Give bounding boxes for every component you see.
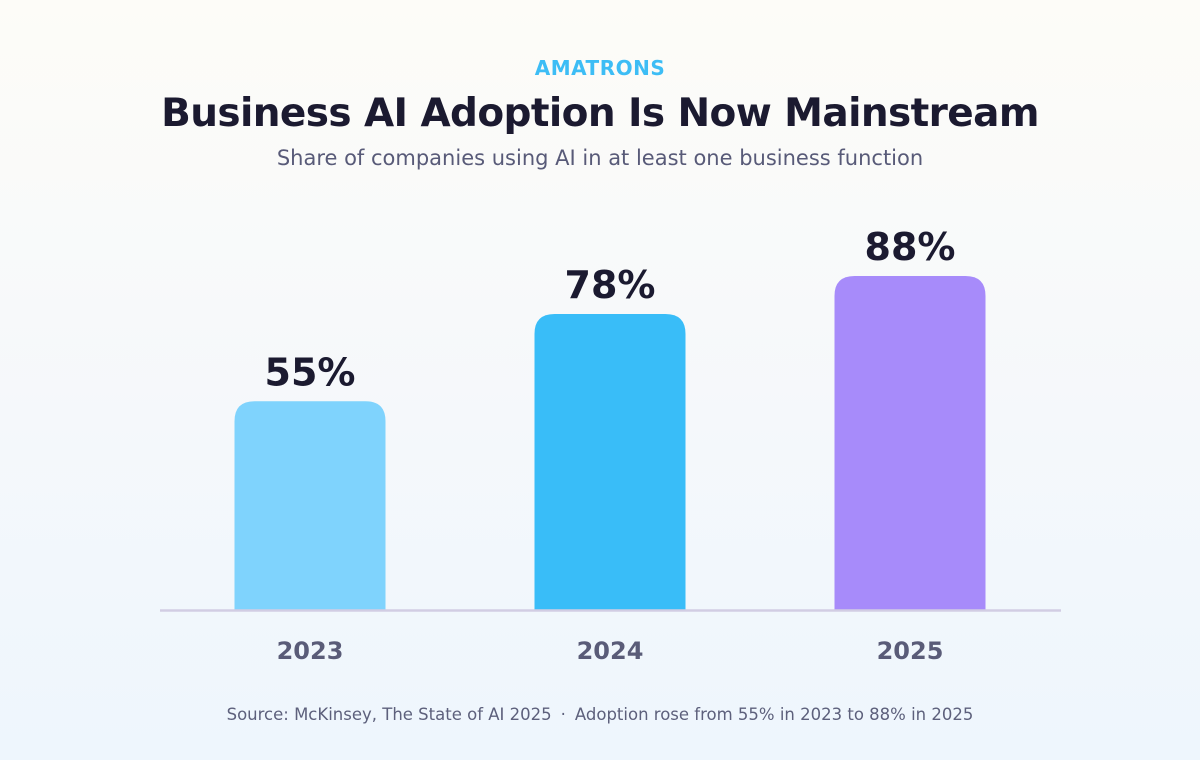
source-text: Source: McKinsey, The State of AI 2025 [226, 705, 552, 724]
x-tick-label-2023: 2023 [277, 637, 344, 665]
x-tick-label-2024: 2024 [577, 637, 644, 665]
footer-note: Adoption rose from 55% in 2023 to 88% in… [574, 705, 974, 724]
value-label-2023: 55% [265, 350, 356, 394]
chart-title: Business AI Adoption Is Now Mainstream [161, 91, 1039, 136]
bar-2024 [534, 313, 686, 610]
bar-2023 [234, 401, 386, 610]
value-label-2025: 88% [865, 225, 956, 269]
brand-label: AMATRONS [534, 56, 666, 80]
value-label-2024: 78% [565, 263, 656, 307]
source-footer: Source: McKinsey, The State of AI 2025 · A… [0, 703, 1200, 727]
footer-separator: · [560, 705, 566, 724]
bar-2025 [834, 276, 986, 610]
x-tick-label-2025: 2025 [877, 637, 944, 665]
chart-subtitle: Share of companies using AI in at least … [276, 146, 924, 170]
